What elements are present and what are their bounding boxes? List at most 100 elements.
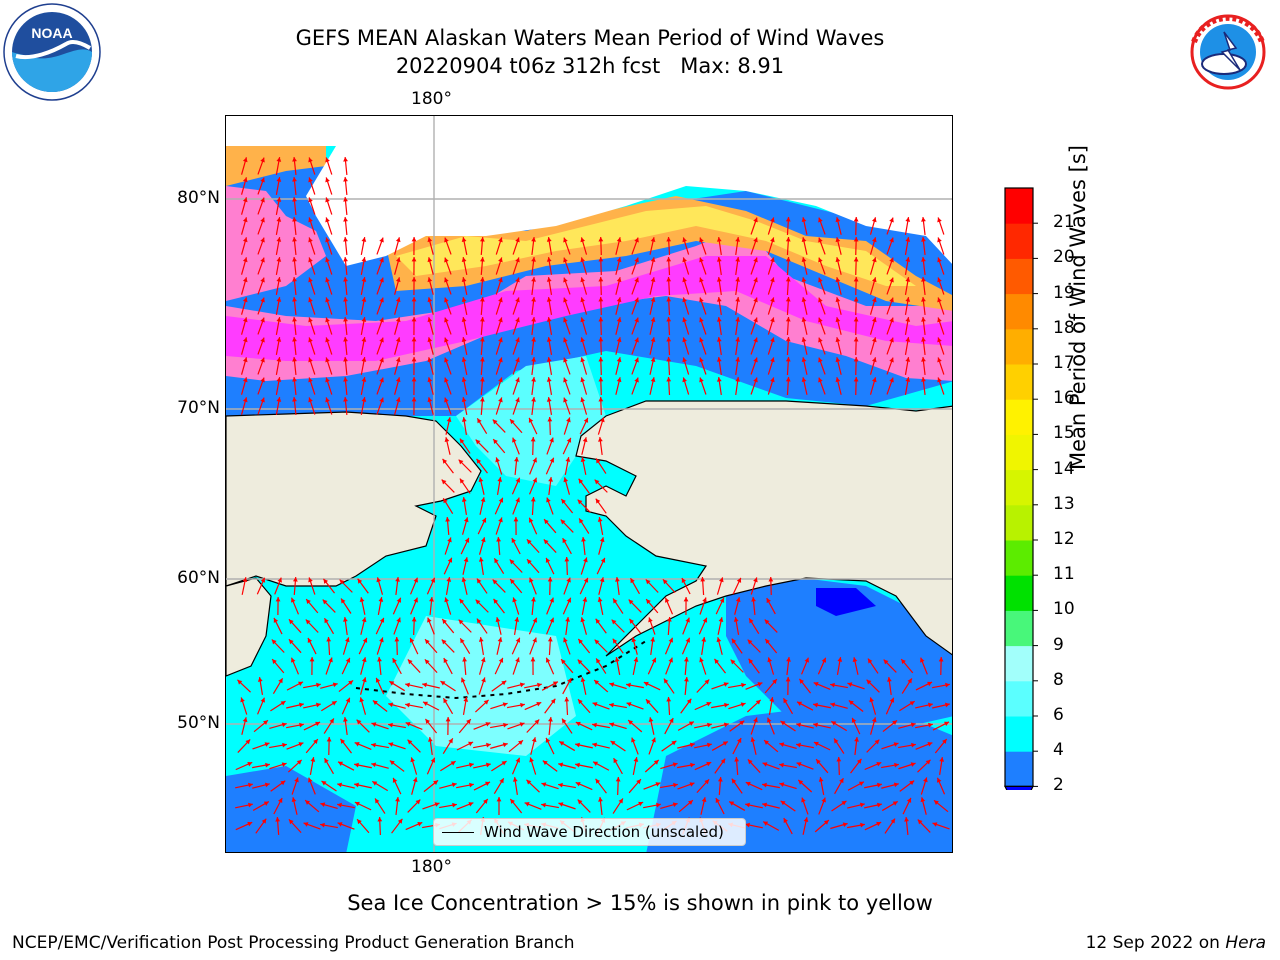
wave-arrow [257,197,265,215]
wave-arrow [473,762,491,769]
wave-arrow [240,257,248,275]
wave-arrow [376,637,384,655]
wave-arrow [240,337,248,355]
wave-arrow [524,682,542,689]
wave-arrow [597,517,604,535]
wave-arrow [558,802,576,810]
wave-arrow [343,356,348,376]
wave-arrow [779,742,797,750]
wave-arrow [716,337,722,355]
colorbar-band [1005,399,1033,435]
wave-arrow [818,797,826,815]
wave-arrow [325,377,333,395]
wave-arrow [275,177,282,195]
wave-arrow [547,576,553,596]
wave-arrow [915,681,933,691]
wave-arrow [645,579,659,593]
wave-arrow [764,619,778,633]
wave-arrow [459,638,471,654]
wave-arrow [886,337,894,355]
wave-arrow [546,597,554,615]
wave-arrow [443,557,453,575]
wave-arrow [937,257,945,275]
wave-arrow [661,740,677,752]
wave-arrow [531,356,536,376]
wave-arrow [575,762,593,769]
wave-arrow [785,356,791,376]
wave-arrow [830,822,848,830]
wave-arrow [577,499,591,513]
wave-arrow [445,577,452,595]
wave-arrow [542,760,558,772]
wave-arrow [275,257,282,275]
wave-arrow [292,396,297,416]
wave-arrow [461,257,468,275]
wave-arrow [479,236,485,256]
wave-arrow [666,336,672,356]
wave-arrow [371,742,389,749]
wave-arrow [801,217,808,235]
colorbar-band [1005,258,1033,295]
wave-arrow [492,419,506,433]
wave-arrow [292,576,298,596]
wave-arrow [257,397,265,415]
wave-arrow [615,237,622,255]
wave-arrow [496,637,503,655]
wave-arrow [391,818,403,834]
wave-arrow [937,377,945,395]
wave-arrow [921,316,926,336]
wave-arrow [337,802,355,809]
wave-arrow [493,777,505,795]
wave-arrow [325,237,333,255]
wave-arrow [580,677,587,695]
wave-arrow [461,237,468,255]
wave-arrow [476,618,488,634]
wave-arrow [257,697,265,715]
wave-arrow [338,679,354,693]
wave-arrow [442,697,454,715]
polar-no-data [306,146,952,266]
wave-arrow [354,801,372,811]
wave-arrow [257,677,264,695]
wave-arrow [531,276,536,296]
wave-arrow [801,797,809,815]
wave-arrow [681,637,691,655]
wave-arrow [853,216,859,236]
colorbar-tick-label: 9 [1053,634,1064,655]
wave-arrow [511,757,521,775]
wave-arrow [444,237,452,255]
wave-arrow [545,737,555,755]
colorbar-band [1005,188,1033,224]
wave-arrow [830,682,848,689]
wave-arrow [631,357,639,375]
wave-arrow [796,742,814,749]
wave-arrow [511,477,521,495]
wave-arrow [598,276,604,296]
wave-arrow [309,656,315,676]
wave-arrow [343,336,348,356]
wave-arrow [801,237,808,255]
wave-arrow [785,676,791,696]
wave-arrow [575,781,593,791]
wave-arrow [405,821,423,831]
wave-arrow [354,762,372,769]
sea-ice-yellow [396,206,916,286]
wave-arrow [235,821,253,831]
wave-arrow [360,277,367,295]
wave-arrow [337,761,355,771]
wave-arrow [511,637,521,655]
wave-arrow [308,217,316,235]
wave-arrow [496,477,503,495]
wave-arrow [441,618,455,634]
wave-arrow [478,477,485,495]
wave-arrow [320,682,338,689]
wave-arrow [631,317,639,335]
wave-arrow [479,256,485,276]
wave-arrow [645,598,659,614]
wave-arrow [904,217,911,235]
wave-arrow [664,717,674,735]
wave-arrow [325,317,333,335]
wave-arrow [275,157,282,175]
wave-arrow [801,377,808,395]
wave-arrow [422,701,440,711]
